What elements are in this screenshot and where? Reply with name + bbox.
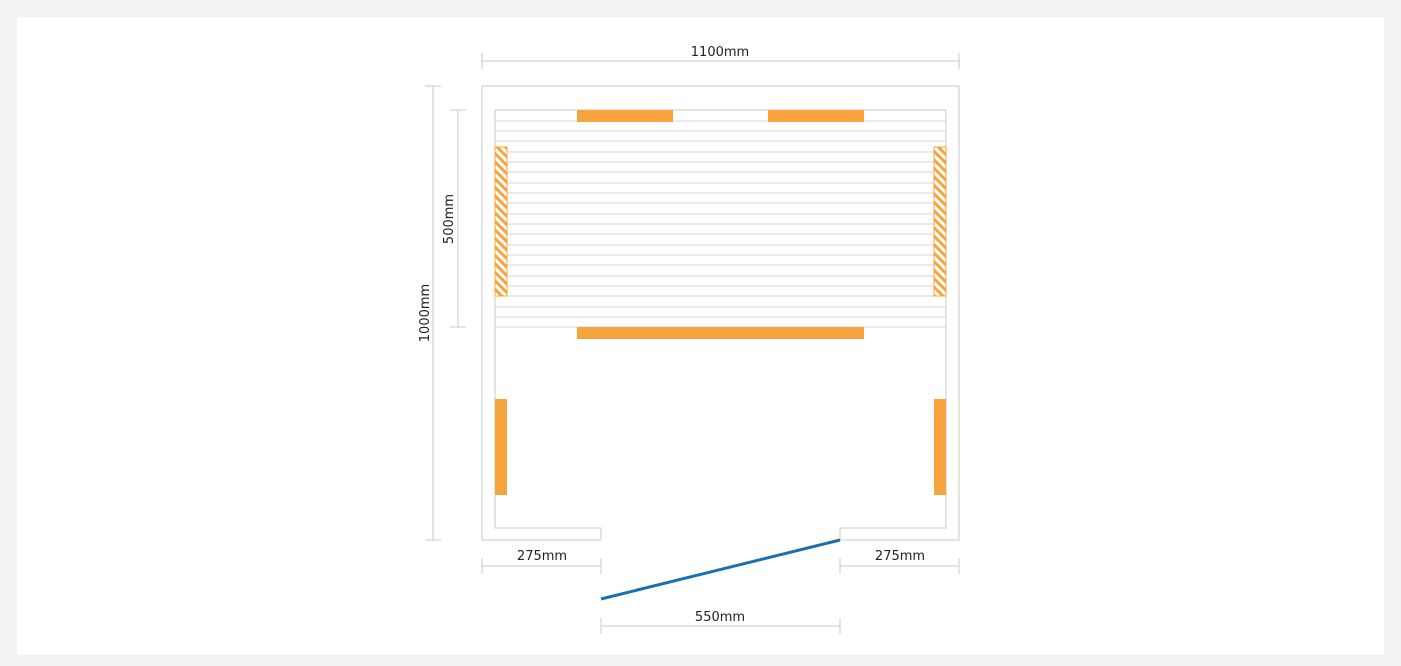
dimension-overall-depth <box>425 85 441 541</box>
heater-side-left-hatched <box>494 146 508 297</box>
dimension-label-right-wall-segment: 275mm <box>875 549 925 564</box>
heater-lower-left <box>495 399 507 495</box>
dimension-label-overall-width: 1100mm <box>691 45 749 60</box>
bench-slats <box>495 120 946 328</box>
heater-top-left <box>577 110 673 122</box>
dimension-right-wall-segment <box>839 558 960 574</box>
heater-top-right <box>768 110 864 122</box>
dimension-left-wall-segment <box>481 558 602 574</box>
inner-wall <box>494 109 947 529</box>
heater-side-right-hatched <box>933 146 947 297</box>
heater-lower-right <box>934 399 946 495</box>
dimension-bench-depth <box>450 109 466 328</box>
dimension-label-overall-depth: 1000mm <box>418 284 433 342</box>
dimension-label-left-wall-segment: 275mm <box>517 549 567 564</box>
dimension-door-opening <box>600 618 841 634</box>
door-panel <box>600 538 841 601</box>
outer-wall <box>481 85 960 541</box>
heater-bench-front <box>577 327 864 339</box>
dimension-label-bench-depth: 500mm <box>442 194 457 244</box>
dimension-overall-width <box>481 53 960 69</box>
dimension-label-door-opening: 550mm <box>695 610 745 625</box>
